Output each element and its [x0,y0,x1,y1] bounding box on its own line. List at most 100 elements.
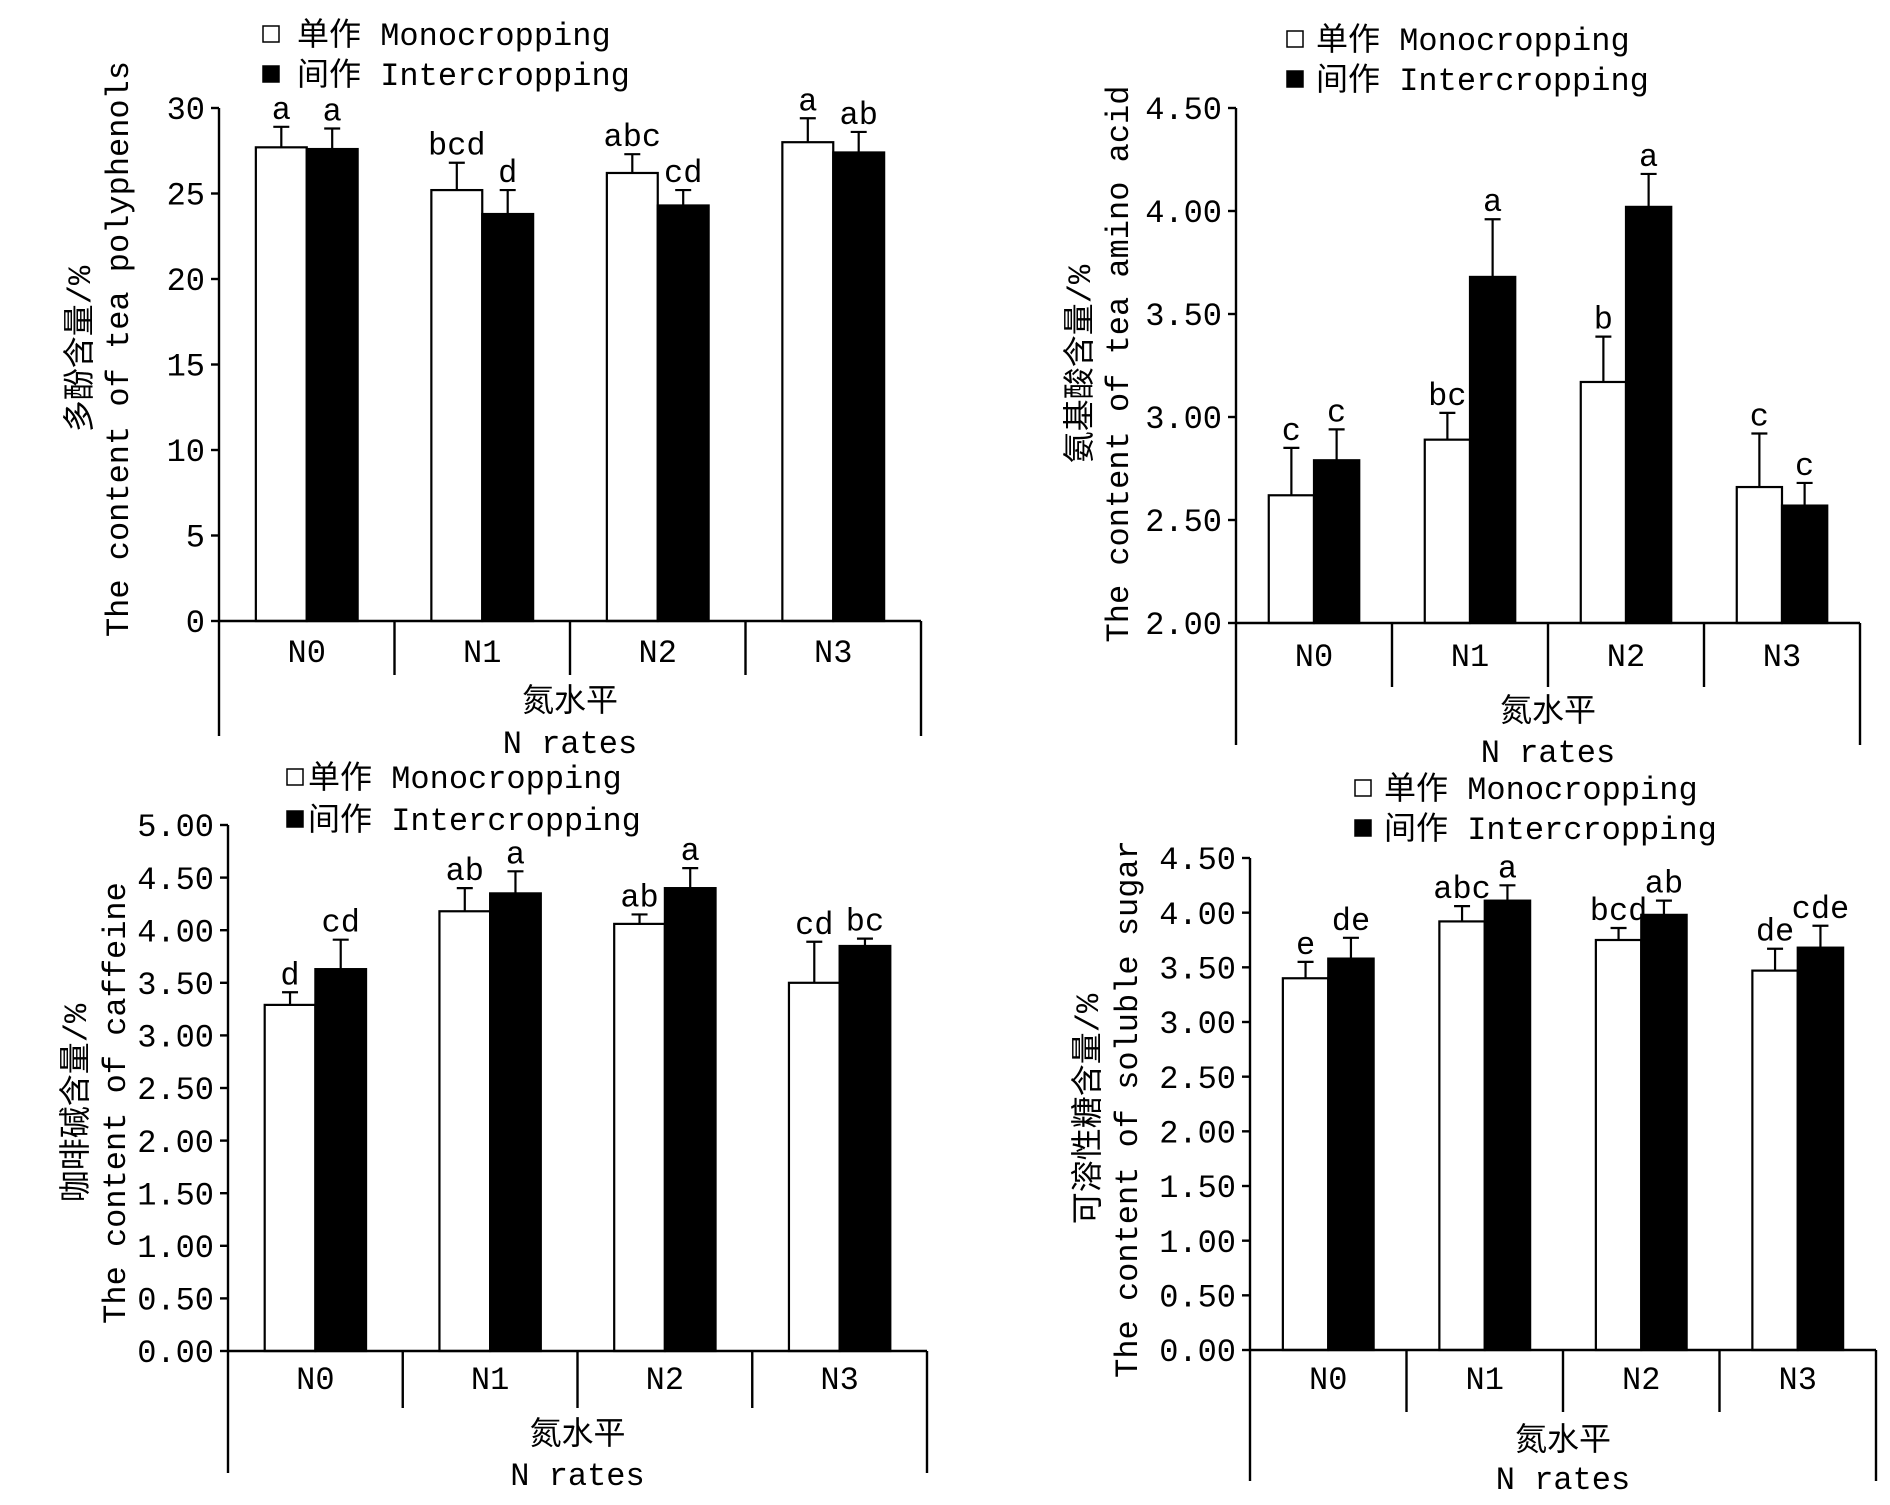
bar-monocropping-N2 [1579,380,1628,625]
significance-letter-monocropping-N0: e [1296,927,1315,964]
significance-letter-intercropping-N1: a [506,836,525,873]
y-tick-label: 1.50 [137,1177,214,1214]
legend-marker-monocropping [1286,30,1304,48]
bar-monocropping-N3 [787,981,841,1353]
significance-letter-monocropping-N2: ab [620,879,658,916]
significance-letter-intercropping-N3: cde [1792,891,1850,928]
y-tick-label: 30 [167,92,205,129]
significance-letter-intercropping-N0: a [323,94,342,131]
y-tick-label: 0.50 [137,1283,214,1320]
bar-intercropping-N0 [305,147,359,623]
x-axis-label: N rates [503,726,637,763]
y-tick-label: 2.50 [1145,504,1222,541]
x-tick-label: N1 [1451,639,1489,676]
x-tick-label: N2 [1622,1362,1660,1399]
x-axis-label: N rates [510,1458,644,1495]
bar-intercropping-N1 [489,892,542,1353]
x-tick-label: N2 [646,1362,684,1399]
y-tick-label: 1.00 [1159,1225,1236,1262]
y-tick-label: 3.50 [137,967,214,1004]
y-axis-label: 多酚含量/% [62,265,100,432]
y-tick-label: 2.00 [137,1125,214,1162]
bar-monocropping-N0 [254,146,308,623]
bar-monocropping-N2 [1594,938,1643,1352]
y-tick-label: 3.00 [1159,1006,1236,1043]
x-axis-label: 氮水平 [1515,1422,1611,1460]
significance-letter-monocropping-N1: bcd [428,128,486,165]
x-tick-label: N0 [296,1362,334,1399]
x-axis-label: 氮水平 [1500,693,1596,731]
y-axis-label: The content of tea polyphenols [101,61,138,637]
legend-marker-intercropping [1354,819,1372,837]
x-axis-label: 氮水平 [529,1416,625,1454]
bar-monocropping-N1 [1423,438,1472,625]
y-tick-label: 0 [186,605,205,642]
bar-intercropping-N1 [481,212,535,623]
y-tick-label: 4.00 [1145,195,1222,232]
legend-label-intercropping: 间作 Intercropping [1316,63,1649,100]
significance-letter-intercropping-N3: bc [846,904,884,941]
x-axis-label: N rates [1481,735,1615,772]
y-tick-label: 3.00 [1145,401,1222,438]
y-axis-label: The content of soluble sugar [1110,840,1147,1378]
bar-intercropping-N1 [1483,899,1532,1352]
legend-label-monocropping: 单作 Monocropping [297,18,611,55]
y-tick-label: 4.50 [1159,842,1236,879]
y-axis-label: 氨基酸含量/% [1062,264,1100,463]
significance-letter-monocropping-N3: cd [795,907,833,944]
significance-letter-monocropping-N0: d [280,957,299,994]
legend-label-intercropping: 间作 Intercropping [1384,812,1717,849]
y-tick-label: 10 [167,434,205,471]
y-tick-label: 25 [167,178,205,215]
legend-marker-monocropping [286,768,304,786]
significance-letter-intercropping-N0: c [1327,394,1346,431]
y-tick-label: 2.50 [1159,1061,1236,1098]
y-tick-label: 1.50 [1159,1170,1236,1207]
y-tick-label: 3.50 [1145,298,1222,335]
bar-intercropping-N3 [1796,946,1845,1352]
y-tick-label: 2.00 [1145,607,1222,644]
significance-letter-intercropping-N2: a [1639,139,1658,176]
x-tick-label: N3 [1763,639,1801,676]
legend-marker-monocropping [1354,779,1372,797]
bar-intercropping-N2 [663,887,717,1353]
bar-intercropping-N1 [1468,275,1517,625]
x-axis-label: 氮水平 [522,683,618,721]
legend-label-monocropping: 单作 Monocropping [308,761,622,798]
x-tick-label: N3 [814,635,852,672]
significance-letter-monocropping-N3: a [798,83,817,120]
y-tick-label: 4.50 [137,862,214,899]
significance-letter-intercropping-N0: cd [322,905,360,942]
x-tick-label: N3 [1779,1362,1817,1399]
x-tick-label: N0 [288,635,326,672]
bar-monocropping-N2 [605,171,659,623]
y-axis-label: 咖啡碱含量/% [58,1003,96,1202]
y-tick-label: 3.00 [137,1020,214,1057]
y-tick-label: 4.00 [137,914,214,951]
y-tick-label: 20 [167,263,205,300]
bar-intercropping-N0 [314,968,368,1353]
y-tick-label: 2.00 [1159,1116,1236,1153]
y-axis-label: The content of caffeine [98,882,135,1324]
bar-monocropping-N1 [430,188,484,623]
legend-marker-monocropping [262,25,280,43]
y-axis-label: The content of tea amino acid [1101,86,1138,643]
significance-letter-monocropping-N3: de [1756,914,1794,951]
x-tick-label: N3 [820,1362,858,1399]
bar-intercropping-N2 [1624,205,1673,625]
bar-monocropping-N0 [1281,977,1330,1352]
tea-amino-acid-chart: ccN0bcaN1baN2ccN32.002.503.003.504.004.5… [1062,23,1862,772]
bar-monocropping-N0 [1267,494,1316,625]
y-tick-label: 5 [186,520,205,557]
significance-letter-monocropping-N1: bc [1428,378,1466,415]
significance-letter-intercropping-N1: a [1498,850,1517,887]
bar-monocropping-N3 [781,141,835,623]
x-tick-label: N0 [1295,639,1333,676]
bar-monocropping-N1 [438,910,492,1353]
y-tick-label: 15 [167,349,205,386]
legend-label-monocropping: 单作 Monocropping [1384,772,1698,809]
significance-letter-intercropping-N0: de [1332,903,1370,940]
y-tick-label: 1.00 [137,1230,214,1267]
bar-intercropping-N2 [1640,913,1688,1352]
